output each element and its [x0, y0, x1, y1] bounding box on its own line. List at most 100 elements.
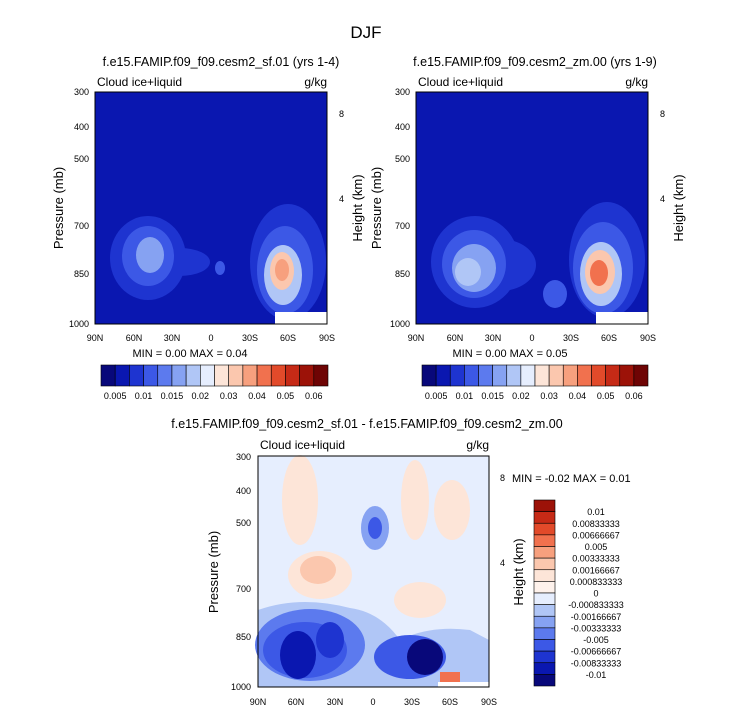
panel-2-xtick-0: 0 — [529, 333, 534, 343]
colorbar-label: 0.005 — [585, 542, 608, 552]
panel-3-ytick-850: 850 — [236, 632, 251, 642]
panel-2-topography-mask — [596, 312, 648, 324]
panel-1-frame — [94, 91, 328, 325]
panel-3-units: g/kg — [466, 438, 489, 452]
colorbar-box-13 — [533, 650, 556, 664]
panel-2-ytick-1000: 1000 — [390, 319, 410, 329]
colorbar-box-4 — [478, 364, 493, 387]
panel-3-variable-label: Cloud ice+liquid — [260, 438, 345, 452]
panel-3-xtick-30s: 30S — [404, 697, 420, 707]
panel-1-ytick-850: 850 — [74, 269, 89, 279]
panel-3-xtick-30n: 30N — [327, 697, 344, 707]
colorbar-box-11 — [533, 627, 556, 640]
colorbar-box-15 — [533, 674, 556, 687]
panel-2-xtick-60n: 60N — [447, 333, 464, 343]
colorbar-label: 0.03 — [220, 391, 238, 401]
panel-2-title: f.e15.FAMIP.f09_f09.cesm2_zm.00 (yrs 1-9… — [413, 55, 657, 69]
panel-2-colorbar: 0.005 0.01 0.015 0.02 0.03 0.04 0.05 0.06 — [421, 364, 649, 401]
panel-3-positive-nh-upper — [282, 455, 318, 545]
panel-1-ylabel-right: Height (km) — [350, 174, 365, 241]
colorbar-box-3 — [533, 534, 556, 547]
colorbar-box-14 — [299, 364, 315, 387]
colorbar-label: 0.00166667 — [572, 565, 620, 575]
panel-3-ytick-500: 500 — [236, 518, 251, 528]
panel-1-ylabel: Pressure (mb) — [51, 167, 66, 249]
panel-1-xtick-90s: 90S — [319, 333, 335, 343]
panel-3-positive-nh-mid-core — [300, 556, 336, 584]
colorbar-label: 0.005 — [104, 391, 127, 401]
colorbar-box-5 — [171, 364, 187, 387]
panel-3-negative-nh-peak — [280, 631, 316, 679]
panel-2-xtick-90s: 90S — [640, 333, 656, 343]
panel-3-positive-surface-spot — [440, 672, 460, 682]
panel-3-ytick-1000: 1000 — [231, 682, 251, 692]
colorbar-label: -0.000833333 — [568, 600, 624, 610]
colorbar-label: 0.01 — [587, 507, 605, 517]
panel-3-ytick-300: 300 — [236, 452, 251, 462]
colorbar-label: 0.03 — [540, 391, 558, 401]
panel-3-frame — [257, 455, 490, 688]
panel-2-xtick-90n: 90N — [408, 333, 425, 343]
colorbar-label: 0.01 — [456, 391, 474, 401]
colorbar-box-5 — [533, 557, 556, 571]
panel-3-negative-nh-secondary — [316, 622, 344, 658]
colorbar-label: 0.01 — [135, 391, 153, 401]
panel-2-cloud-eq-spot — [543, 280, 567, 308]
panel-3-positive-sh-high — [434, 480, 470, 540]
panel-2-cloud-sh-peak — [590, 260, 608, 286]
panel-3-xtick-60s: 60S — [442, 697, 458, 707]
colorbar-box-0 — [100, 364, 116, 387]
colorbar-label: -0.00166667 — [571, 612, 622, 622]
colorbar-label: -0.00666667 — [571, 647, 622, 657]
colorbar-box-13 — [285, 364, 300, 387]
panel-1-title: f.e15.FAMIP.f09_f09.cesm2_sf.01 (yrs 1-4… — [103, 55, 340, 69]
panel-1-xtick-60s: 60S — [280, 333, 296, 343]
panel-1-stats: MIN = 0.00 MAX = 0.04 — [133, 348, 248, 360]
panel-1: f.e15.FAMIP.f09_f09.cesm2_sf.01 (yrs 1-4… — [51, 55, 365, 401]
panel-2-xtick-60s: 60S — [601, 333, 617, 343]
colorbar-label: 0.06 — [625, 391, 643, 401]
colorbar-box-15 — [313, 364, 329, 387]
colorbar-box-2 — [533, 522, 556, 536]
colorbar-label: -0.00333333 — [571, 623, 622, 633]
panel-1-cloud-eq-spot — [215, 261, 225, 275]
panel-2-ytick-850: 850 — [395, 269, 410, 279]
panel-1-ytick-500: 500 — [74, 154, 89, 164]
panel-1-xtick-30s: 30S — [242, 333, 258, 343]
colorbar-box-9 — [228, 364, 244, 387]
colorbar-box-8 — [534, 364, 550, 387]
panel-1-ytick-700: 700 — [74, 221, 89, 231]
colorbar-label: -0.005 — [583, 635, 609, 645]
panel-3-title: f.e15.FAMIP.f09_f09.cesm2_sf.01 - f.e15.… — [171, 417, 562, 431]
colorbar-box-3 — [464, 364, 479, 387]
panel-3-negative-eq-upper-core — [368, 517, 382, 539]
panel-2-ytick-300: 300 — [395, 87, 410, 97]
colorbar-label: 0.015 — [481, 391, 504, 401]
panel-1-variable-label: Cloud ice+liquid — [97, 75, 182, 89]
panel-3-stats: MIN = -0.02 MAX = 0.01 — [512, 473, 631, 485]
panel-1-colorbar: 0.005 0.01 0.015 0.02 0.03 0.04 0.05 0.06 — [100, 364, 329, 401]
colorbar-box-11 — [577, 364, 592, 387]
panel-1-ytick-1000: 1000 — [69, 319, 89, 329]
panel-3-positive-sh-upper — [401, 460, 429, 540]
colorbar-label: 0.05 — [597, 391, 615, 401]
panel-3-topography-mask — [438, 682, 489, 687]
colorbar-box-1 — [114, 364, 130, 387]
colorbar-box-6 — [185, 364, 201, 387]
colorbar-label: 0.04 — [569, 391, 587, 401]
panel-3-plot-field — [255, 455, 490, 688]
panel-2-height-tick-8: 8 — [660, 109, 665, 119]
panel-1-height-tick-8: 8 — [339, 109, 344, 119]
panel-2-stats: MIN = 0.00 MAX = 0.05 — [453, 348, 568, 360]
colorbar-box-2 — [449, 364, 465, 387]
panel-1-cloud-sh-peak — [275, 259, 289, 281]
colorbar-box-10 — [533, 615, 556, 629]
panel-1-xtick-30n: 30N — [164, 333, 181, 343]
panel-3-colorbar: 0.010.008333330.006666670.0050.003333330… — [533, 499, 624, 687]
panel-1-plot-field — [94, 91, 328, 325]
colorbar-box-0 — [533, 499, 556, 512]
panel-3-xtick-90s: 90S — [481, 697, 497, 707]
colorbar-box-9 — [548, 364, 564, 387]
panel-2-ytick-700: 700 — [395, 221, 410, 231]
